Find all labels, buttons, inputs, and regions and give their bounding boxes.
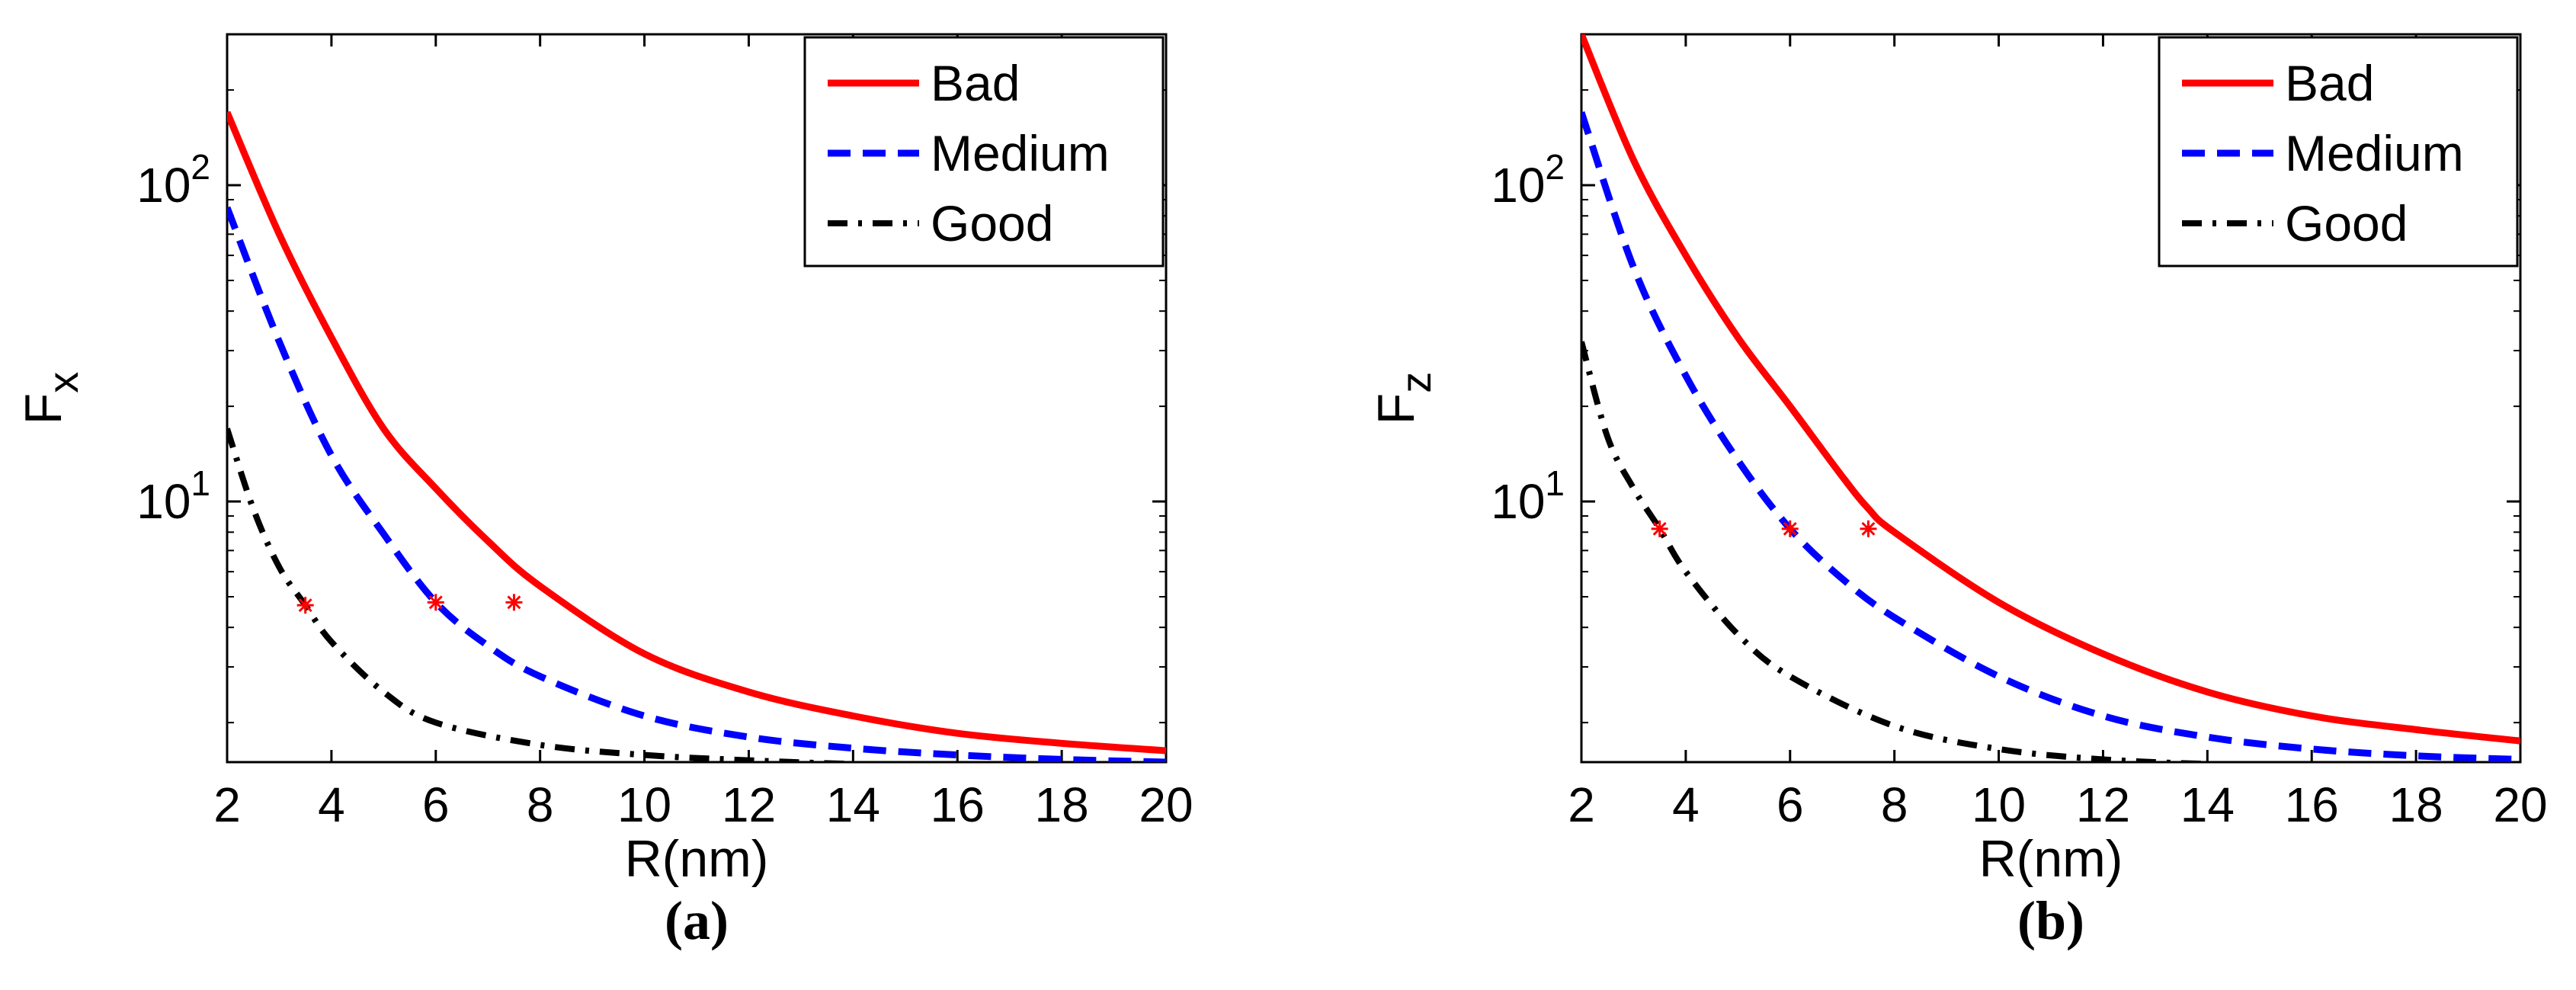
chart-panel-a: 2 4 6 8 10 12 14 16 18 20 101 102 Bad Medium Good R(nm)…	[14, 33, 1193, 951]
series-line-good	[227, 428, 985, 762]
x-tick-label: 2	[213, 777, 241, 832]
y-tick-label: 102	[1491, 147, 1565, 213]
panel-label: (a)	[665, 890, 729, 951]
y-axis-label: Fx	[14, 372, 87, 425]
star-marker	[1781, 520, 1799, 537]
legend-label-good: Good	[2285, 195, 2408, 252]
x-tick-label: 6	[1777, 777, 1804, 832]
y-tick-label: 101	[1491, 463, 1565, 529]
legend: Bad Medium Good	[2158, 36, 2519, 268]
x-tick-label: 12	[722, 777, 776, 832]
axes-frame	[1580, 33, 2522, 764]
x-axis-label: R(nm)	[625, 830, 769, 888]
legend: Bad Medium Good	[803, 36, 1165, 268]
y-tick-label: 102	[136, 147, 210, 213]
x-tick-label: 20	[2493, 777, 2547, 832]
series-line-medium	[227, 206, 1166, 762]
legend-label-good: Good	[931, 195, 1053, 252]
legend-label-bad: Bad	[931, 55, 1020, 111]
legend-label-medium: Medium	[2285, 125, 2464, 181]
legend-label-medium: Medium	[931, 125, 1110, 181]
x-tick-label: 14	[826, 777, 880, 832]
x-tick-label: 10	[617, 777, 671, 832]
y-axis-label: Fz	[1367, 372, 1440, 425]
axes-frame	[226, 33, 1168, 764]
x-tick-label: 18	[1035, 777, 1089, 832]
star-marker	[296, 597, 314, 614]
x-tick-label: 6	[422, 777, 450, 832]
legend-label-bad: Bad	[2285, 55, 2374, 111]
series-line-good	[1581, 341, 2263, 762]
x-tick-label: 2	[1568, 777, 1595, 832]
star-marker	[1651, 520, 1668, 537]
y-tick-label: 101	[136, 463, 210, 529]
series-line-bad	[1581, 34, 2520, 745]
star-marker	[1860, 520, 1877, 537]
x-tick-label: 10	[1972, 777, 2026, 832]
panel-label: (b)	[2017, 890, 2084, 951]
x-tick-label: 4	[1672, 777, 1700, 832]
x-tick-label: 16	[2285, 777, 2339, 832]
x-tick-label: 4	[318, 777, 345, 832]
x-tick-label: 18	[2389, 777, 2443, 832]
star-marker	[505, 594, 523, 611]
x-tick-label: 14	[2180, 777, 2235, 832]
x-tick-label: 20	[1139, 777, 1193, 832]
x-tick-label: 12	[2076, 777, 2130, 832]
x-tick-label: 16	[931, 777, 985, 832]
x-tick-label: 8	[527, 777, 554, 832]
x-tick-label: 8	[1881, 777, 1908, 832]
series-line-medium	[1581, 111, 2520, 762]
series-line-bad	[227, 111, 1166, 755]
star-marker	[427, 594, 444, 611]
chart-panel-b: 2 4 6 8 10 12 14 16 18 20 101 102 Bad Medium Good R(nm)…	[1367, 33, 2548, 951]
x-axis-label: R(nm)	[1979, 830, 2123, 888]
